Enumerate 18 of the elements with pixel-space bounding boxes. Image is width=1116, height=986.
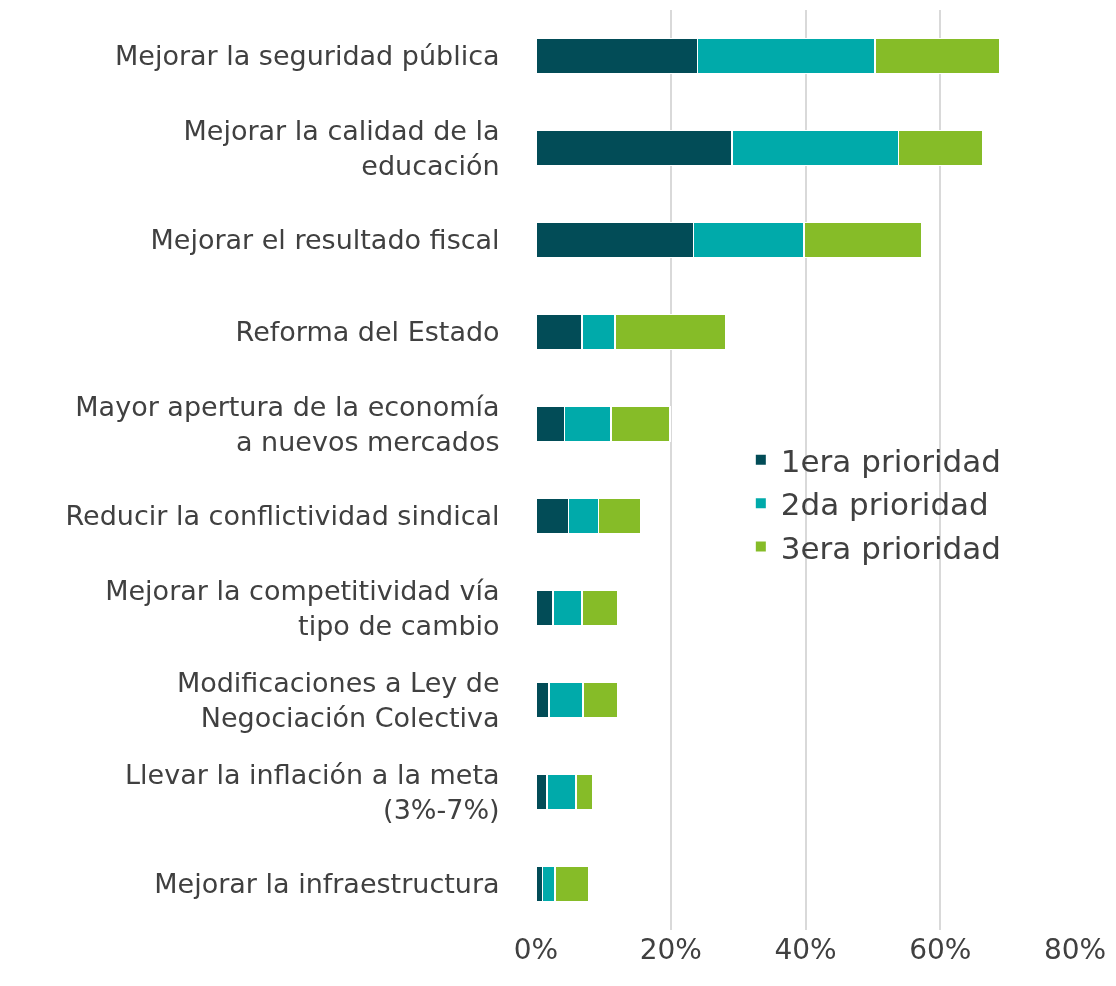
y-tick-label: Mayor apertura de la economía a nuevos mercados	[75, 390, 500, 457]
x-tick-label: 60%	[909, 933, 972, 966]
y-tick-label: Mejorar la infraestructura	[154, 868, 500, 900]
y-tick-label: Reforma del Estado	[235, 316, 500, 348]
legend-label: 3era prioridad	[780, 529, 1001, 566]
y-tick-label: Mejorar la competitividad vía tipo de cambio	[105, 574, 500, 641]
y-tick-label: Llevar la inflación a la meta (3%-7%)	[125, 758, 500, 825]
y-tick-label: Reducir la conflictividad sindical	[65, 500, 500, 532]
x-tick-label: 40%	[774, 933, 837, 966]
legend-label: 1era prioridad	[780, 442, 1001, 479]
y-tick-label: Mejorar la seguridad pública	[114, 40, 500, 72]
x-tick-label: 80%	[1043, 933, 1107, 966]
legend-label: 2da prioridad	[780, 486, 989, 523]
y-tick-label: Mejorar la calidad de la educación	[183, 114, 500, 181]
y-tick-label: Modificaciones a Ley de Negociación Colectiva	[176, 666, 500, 733]
y-tick-label: Mejorar el resultado fiscal	[150, 224, 500, 256]
x-tick-label: 20%	[639, 933, 702, 966]
x-tick-label: 0%	[513, 933, 559, 966]
